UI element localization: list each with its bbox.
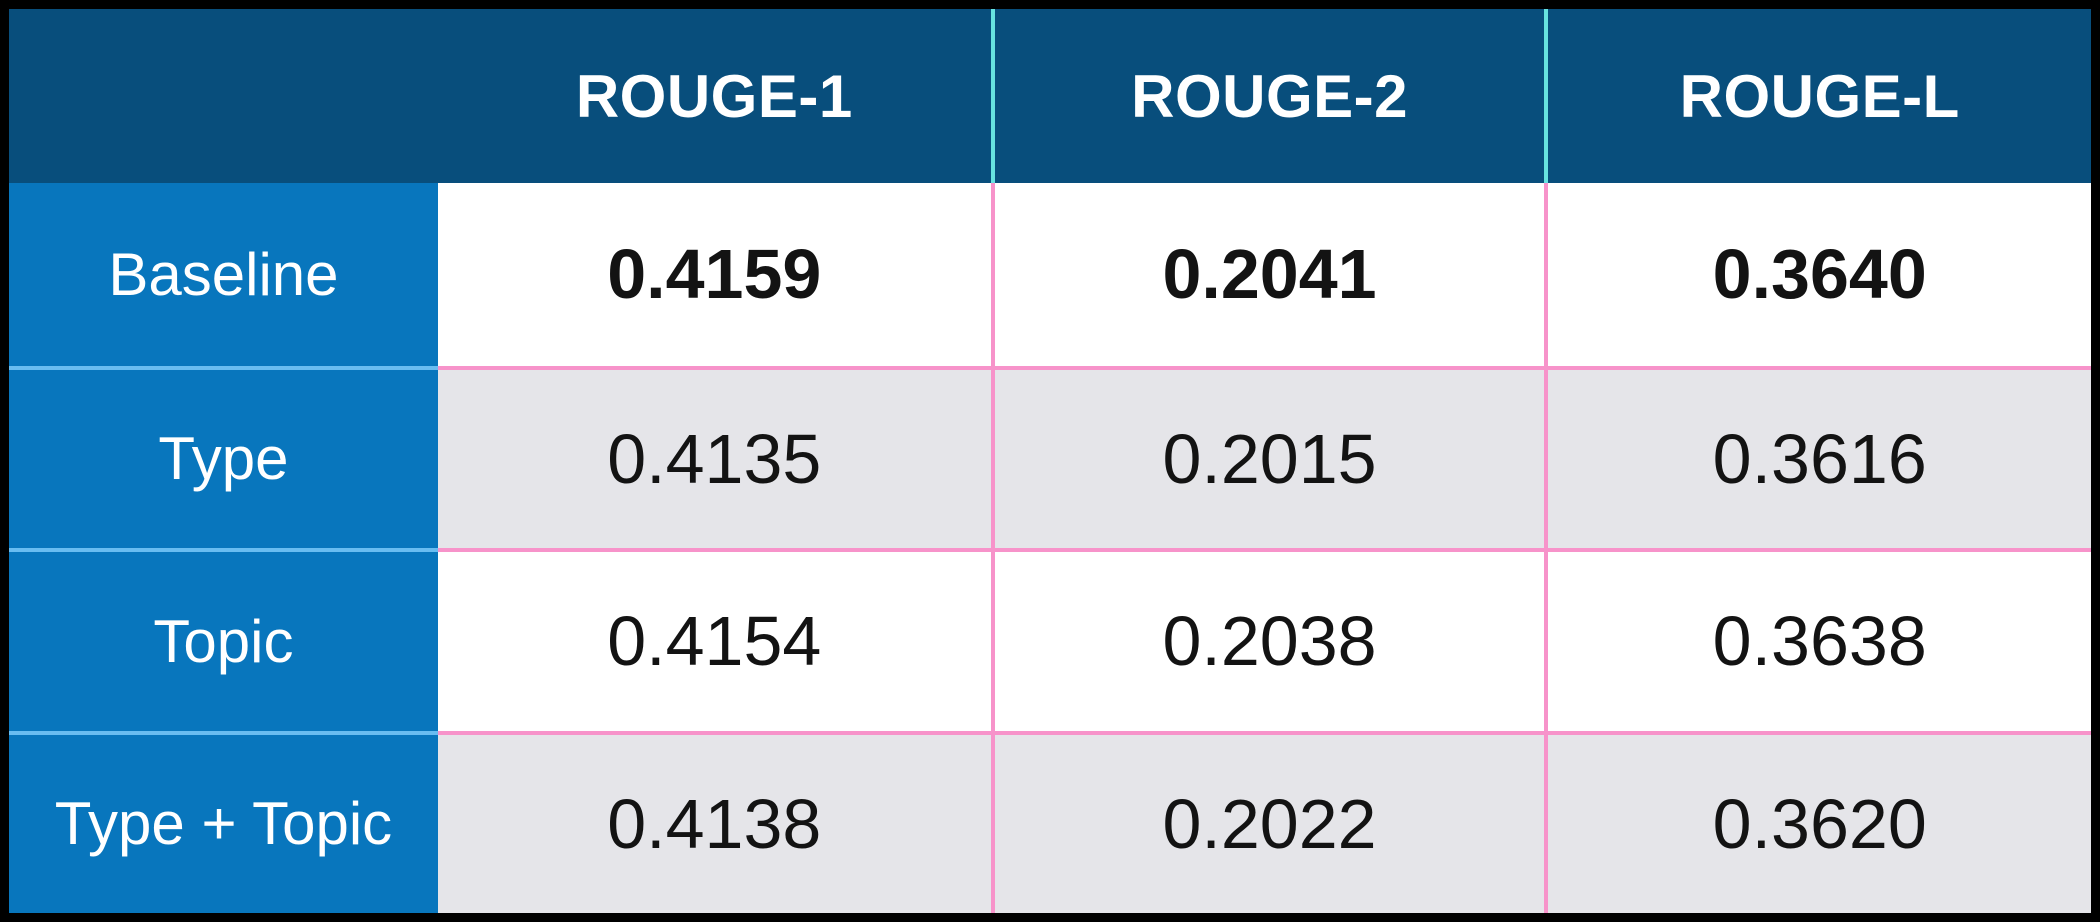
cell-baseline-rouge-l: 0.3640 (1544, 183, 2091, 366)
corner-cell (9, 9, 438, 183)
column-header-rouge-2: ROUGE-2 (990, 9, 1545, 183)
cell-type-plus-topic-rouge-1: 0.4138 (437, 730, 991, 913)
cell-type-plus-topic-rouge-l: 0.3620 (1544, 730, 2091, 913)
cell-type-plus-topic-rouge-2: 0.2022 (990, 730, 1545, 913)
table-row-type: Type 0.4135 0.2015 0.3616 (9, 365, 2091, 548)
table-row-topic: Topic 0.4154 0.2038 0.3638 (9, 548, 2091, 731)
cell-topic-rouge-1: 0.4154 (437, 548, 991, 731)
cell-type-rouge-1: 0.4135 (437, 365, 991, 548)
cell-topic-rouge-2: 0.2038 (990, 548, 1545, 731)
row-label-baseline: Baseline (9, 183, 438, 366)
table-row-type-plus-topic: Type + Topic 0.4138 0.2022 0.3620 (9, 730, 2091, 913)
cell-baseline-rouge-2: 0.2041 (990, 183, 1545, 366)
table-header-row: ROUGE-1 ROUGE-2 ROUGE-L (9, 9, 2091, 183)
cell-type-rouge-2: 0.2015 (990, 365, 1545, 548)
column-header-rouge-1: ROUGE-1 (437, 9, 991, 183)
column-header-rouge-l: ROUGE-L (1544, 9, 2091, 183)
row-label-type: Type (9, 365, 438, 548)
cell-baseline-rouge-1: 0.4159 (437, 183, 991, 366)
cell-type-rouge-l: 0.3616 (1544, 365, 2091, 548)
cell-topic-rouge-l: 0.3638 (1544, 548, 2091, 731)
table-row-baseline: Baseline 0.4159 0.2041 0.3640 (9, 183, 2091, 366)
row-label-topic: Topic (9, 548, 438, 731)
row-label-type-plus-topic: Type + Topic (9, 730, 438, 913)
